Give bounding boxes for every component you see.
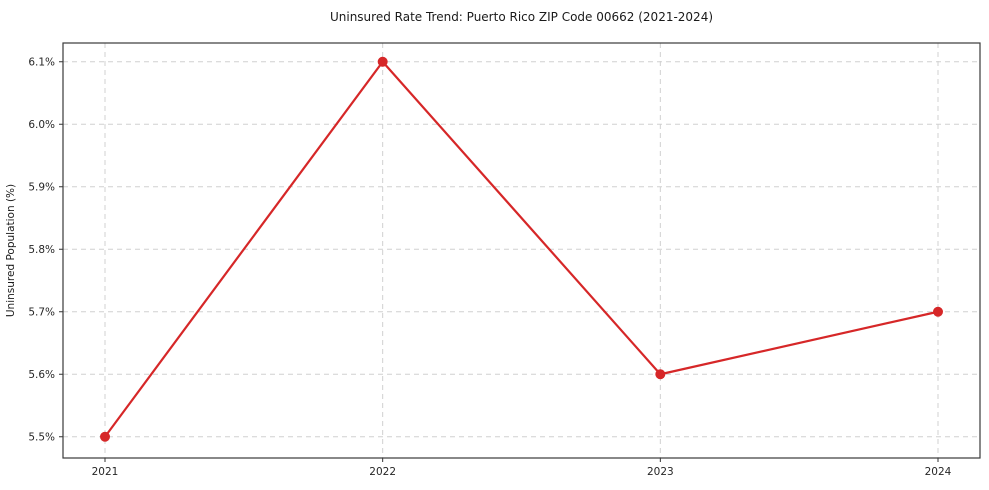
y-tick-label: 6.1% (28, 56, 55, 68)
chart-canvas: 5.5% 5.6% 5.7% 5.8% 5.9% 6.0% 6.1% 2021 2022 2023… (28, 42, 981, 478)
y-tick-label: 5.8% (28, 244, 55, 256)
chart-title: Uninsured Rate Trend: Puerto Rico ZIP Co… (330, 10, 713, 24)
data-point-2021 (100, 431, 110, 442)
y-tick-label: 5.7% (28, 306, 55, 318)
y-tick-label: 5.5% (28, 431, 55, 443)
data-point-2024 (933, 306, 943, 317)
data-point-2023 (655, 369, 666, 380)
trend-line (103, 60, 940, 438)
x-tick-label: 2022 (369, 466, 396, 478)
y-tick-label: 5.9% (28, 181, 55, 193)
plot-frame (62, 42, 981, 459)
data-point-2022 (377, 56, 388, 67)
x-tick-label: 2021 (92, 466, 119, 478)
x-tick-label: 2024 (925, 466, 952, 478)
y-tick-label: 5.6% (28, 369, 55, 381)
y-axis-label: Uninsured Population (%) (5, 184, 17, 317)
x-tick-label: 2023 (647, 466, 674, 478)
y-tick-label: 6.0% (28, 119, 55, 131)
